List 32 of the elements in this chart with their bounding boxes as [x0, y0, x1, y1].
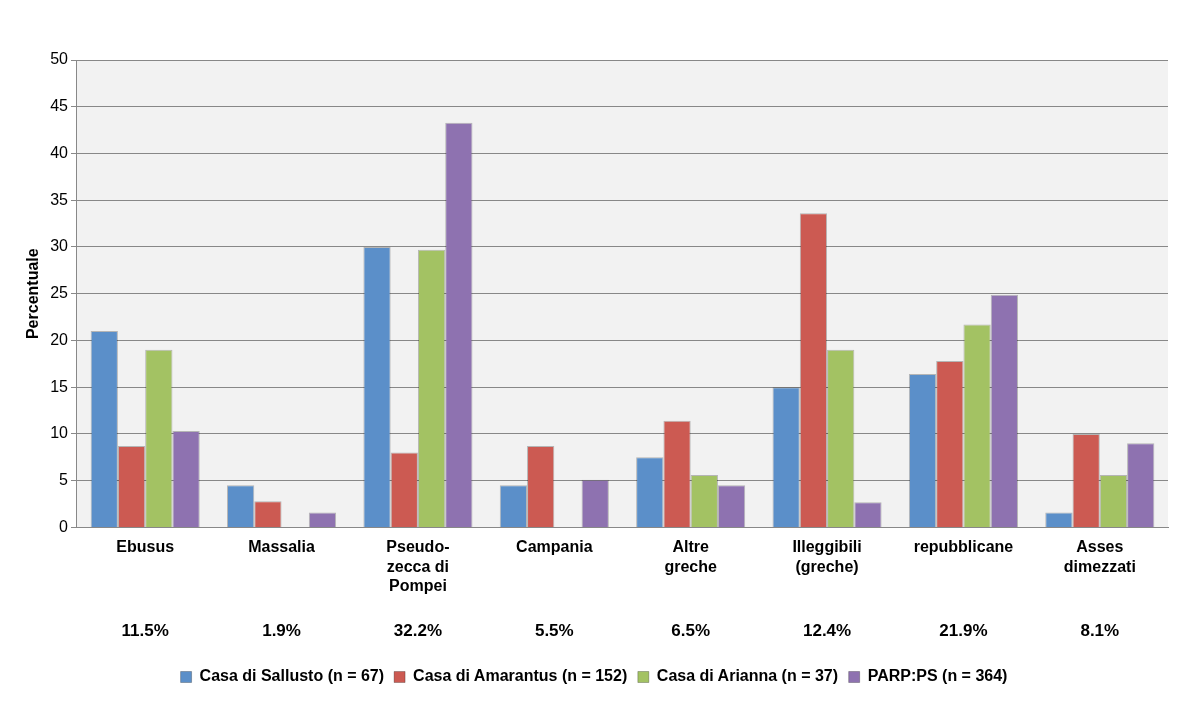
x-tick-label: repubblicane [913, 538, 1014, 556]
text: 8.1% [1080, 620, 1120, 640]
text: 5.5% [534, 620, 574, 640]
y-tick-label: 25 [50, 284, 69, 302]
y-tick-label: 50 [50, 50, 69, 68]
legend-label: PARP:PS (n = 364) [867, 667, 1008, 685]
text: 11.5% [121, 620, 169, 640]
x-tick-label: Ebusus [116, 538, 175, 556]
x-tick-label: Altre greche [664, 538, 718, 575]
x-tick-label: Campania [516, 538, 593, 556]
y-axis-title: Percentuale [24, 248, 42, 340]
y-tick-label: 5 [59, 471, 69, 489]
y-tick-label: 0 [59, 517, 69, 535]
x-tick-label: Illeggibili (greche) [792, 538, 862, 575]
text: 6.5% [671, 620, 711, 640]
x-tick-label: Pseudo-zecca di Pompei [386, 538, 450, 594]
y-tick-label: 30 [50, 237, 69, 255]
text: 21.9% [939, 620, 988, 640]
text: 1.9% [262, 620, 301, 640]
legend-label: Casa di Arianna (n = 37) [656, 667, 839, 685]
x-tick-label: Asses dimezzati [1063, 538, 1136, 575]
y-tick-label: 45 [50, 97, 69, 115]
legend-label: Casa di Amarantus (n = 152) [413, 667, 628, 685]
legend-label: Casa di Sallusto (n = 67) [199, 667, 385, 685]
y-tick-label: 35 [50, 190, 69, 208]
y-tick-label: 40 [50, 143, 69, 161]
text: 32.2% [393, 620, 443, 640]
y-tick-label: 20 [50, 330, 69, 348]
text: 12.4% [802, 620, 852, 640]
y-tick-label: 15 [50, 377, 69, 395]
y-tick-label: 10 [50, 424, 69, 442]
x-tick-label: Massalia [248, 538, 316, 556]
